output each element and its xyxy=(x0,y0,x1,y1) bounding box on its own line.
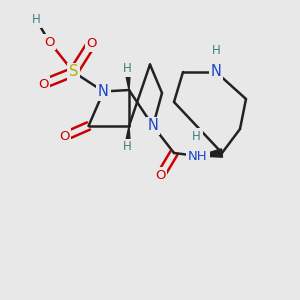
Text: N: N xyxy=(98,84,109,99)
Text: H: H xyxy=(212,44,220,58)
Polygon shape xyxy=(124,126,130,147)
Text: NH: NH xyxy=(188,149,208,163)
Text: O: O xyxy=(86,37,97,50)
Text: H: H xyxy=(123,62,132,76)
Text: H: H xyxy=(32,13,40,26)
Text: N: N xyxy=(148,118,158,134)
Text: O: O xyxy=(44,35,55,49)
Polygon shape xyxy=(198,149,223,157)
Text: O: O xyxy=(155,169,166,182)
Text: O: O xyxy=(38,77,49,91)
Text: N: N xyxy=(211,64,221,80)
Text: O: O xyxy=(59,130,70,143)
Text: H: H xyxy=(123,140,132,154)
Polygon shape xyxy=(124,69,130,90)
Text: H: H xyxy=(192,130,201,143)
Text: S: S xyxy=(69,64,78,80)
